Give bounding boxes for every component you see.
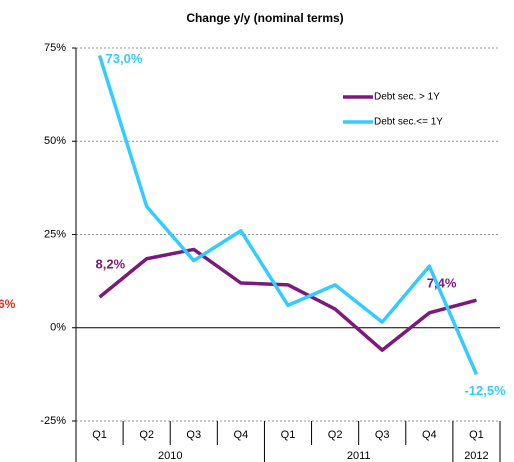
x-group-label: 2011 (347, 450, 371, 462)
x-tick-label: Q3 (375, 429, 390, 441)
annotation: 6% (0, 297, 16, 311)
x-group-label: 2012 (464, 450, 488, 462)
x-tick-label: Q3 (186, 429, 201, 441)
x-tick-label: Q1 (281, 429, 296, 441)
x-group-label: 2010 (158, 450, 182, 462)
x-tick-label: Q2 (328, 429, 343, 441)
legend-label: Debt sec.<= 1Y (374, 117, 443, 128)
series-line (97, 54, 479, 376)
y-tick-label: 50% (44, 135, 66, 147)
y-tick-label: 0% (50, 322, 66, 334)
x-tick-label: Q1 (469, 429, 484, 441)
data-label: 73,0% (106, 51, 143, 66)
y-tick-label: 75% (44, 42, 66, 54)
legend-label: Debt sec. > 1Y (374, 92, 440, 103)
x-tick-label: Q4 (422, 429, 437, 441)
x-tick-label: Q2 (139, 429, 154, 441)
data-label: -12,5% (464, 383, 506, 398)
series-line (98, 247, 477, 352)
data-label: 7,4% (427, 276, 457, 291)
x-tick-label: Q1 (92, 429, 107, 441)
y-tick-label: 25% (44, 228, 66, 240)
chart-title: Change y/y (nominal terms) (186, 11, 343, 25)
y-tick-label: -25% (40, 415, 66, 427)
x-tick-label: Q4 (234, 429, 249, 441)
data-label: 8,2% (96, 257, 126, 272)
